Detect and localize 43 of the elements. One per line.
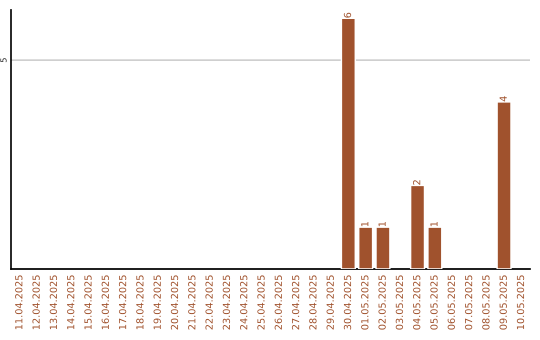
x-tick-label: 16.04.2025 — [102, 275, 109, 330]
x-tick-label: 13.04.2025 — [50, 275, 58, 330]
bar — [410, 184, 426, 269]
x-tick-label: 26.04.2025 — [274, 275, 282, 330]
x-tick-label: 03.05.2025 — [396, 275, 404, 330]
bar — [358, 226, 374, 269]
bar — [427, 226, 442, 269]
data-label: 1 — [430, 222, 438, 226]
x-tick-label: 17.04.2025 — [118, 275, 126, 330]
x-tick-label: 20.04.2025 — [170, 275, 178, 330]
x-tick-label: 10.05.2025 — [516, 275, 524, 330]
data-label: 4 — [500, 96, 507, 102]
data-label: 1 — [378, 222, 386, 226]
x-tick-label: 07.05.2025 — [464, 275, 472, 330]
data-label: 1 — [361, 222, 368, 226]
x-tick-label: 14.04.2025 — [67, 275, 74, 330]
x-tick-label: 27.04.2025 — [292, 275, 300, 330]
x-tick-label: 24.04.2025 — [240, 275, 248, 330]
x-tick-label: 23.04.2025 — [222, 275, 230, 330]
bar — [375, 226, 391, 269]
y-tick-label: 5 — [0, 58, 7, 62]
data-label: 2 — [413, 180, 420, 185]
x-tick-label: 04.05.2025 — [413, 275, 420, 330]
x-tick-label: 15.04.2025 — [84, 275, 92, 330]
x-tick-label: 06.05.2025 — [448, 275, 455, 330]
x-tick-label: 19.04.2025 — [154, 275, 161, 330]
x-tick-label: 21.04.2025 — [188, 275, 196, 330]
x-tick-label: 25.04.2025 — [257, 275, 265, 330]
x-tick-label: 29.04.2025 — [326, 275, 334, 330]
x-tick-label: 08.05.2025 — [482, 275, 490, 330]
x-tick-label: 22.04.2025 — [205, 275, 213, 330]
bar — [340, 18, 356, 269]
x-tick-label: 18.04.2025 — [136, 275, 144, 330]
x-tick-label: 01.05.2025 — [361, 275, 368, 330]
x-tick-label: 11.04.2025 — [15, 275, 22, 330]
bar — [496, 101, 512, 269]
x-tick-label: 09.05.2025 — [500, 275, 507, 330]
data-label: 6 — [344, 12, 352, 18]
x-tick-label: 05.05.2025 — [430, 275, 438, 330]
x-tick-label: 30.04.2025 — [344, 275, 352, 330]
x-tick-label: 12.04.2025 — [32, 275, 40, 330]
x-tick-label: 02.05.2025 — [378, 275, 386, 330]
x-tick-label: 28.04.2025 — [309, 275, 317, 330]
